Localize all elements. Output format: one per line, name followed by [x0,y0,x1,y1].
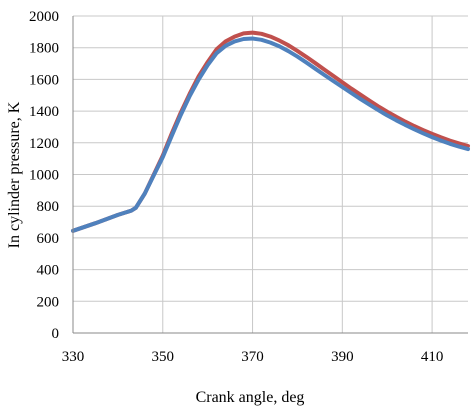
x-axis-title: Crank angle, deg [196,389,305,406]
y-tick-label: 600 [37,231,60,247]
series-line-1 [71,30,470,233]
y-tick-label: 400 [37,263,60,279]
y-tick-label: 1600 [29,72,59,88]
x-tick-label: 330 [62,349,85,365]
x-tick-labels: 330 350 370 390 410 [62,349,444,365]
x-tick-label: 410 [421,349,444,365]
grid-lines [73,15,468,333]
y-axis-title: In cylinder pressure, K [6,101,23,248]
y-tick-label: 800 [37,199,60,215]
y-tick-labels: 0 200 400 600 800 1000 1200 1400 1600 1800 2000 [29,9,59,342]
y-tick-label: 1800 [29,41,59,57]
y-tick-label: 0 [52,326,60,342]
series-line-2 [71,36,470,233]
y-tick-label: 200 [37,294,60,310]
x-tick-label: 390 [331,349,354,365]
series-lines [71,30,470,233]
y-tick-label: 1200 [29,136,59,152]
y-tick-label: 1000 [29,168,59,184]
y-tick-label: 2000 [29,9,59,25]
axes [72,16,468,334]
y-tick-label: 1400 [29,104,59,120]
x-tick-label: 370 [241,349,264,365]
x-tick-label: 350 [152,349,175,365]
